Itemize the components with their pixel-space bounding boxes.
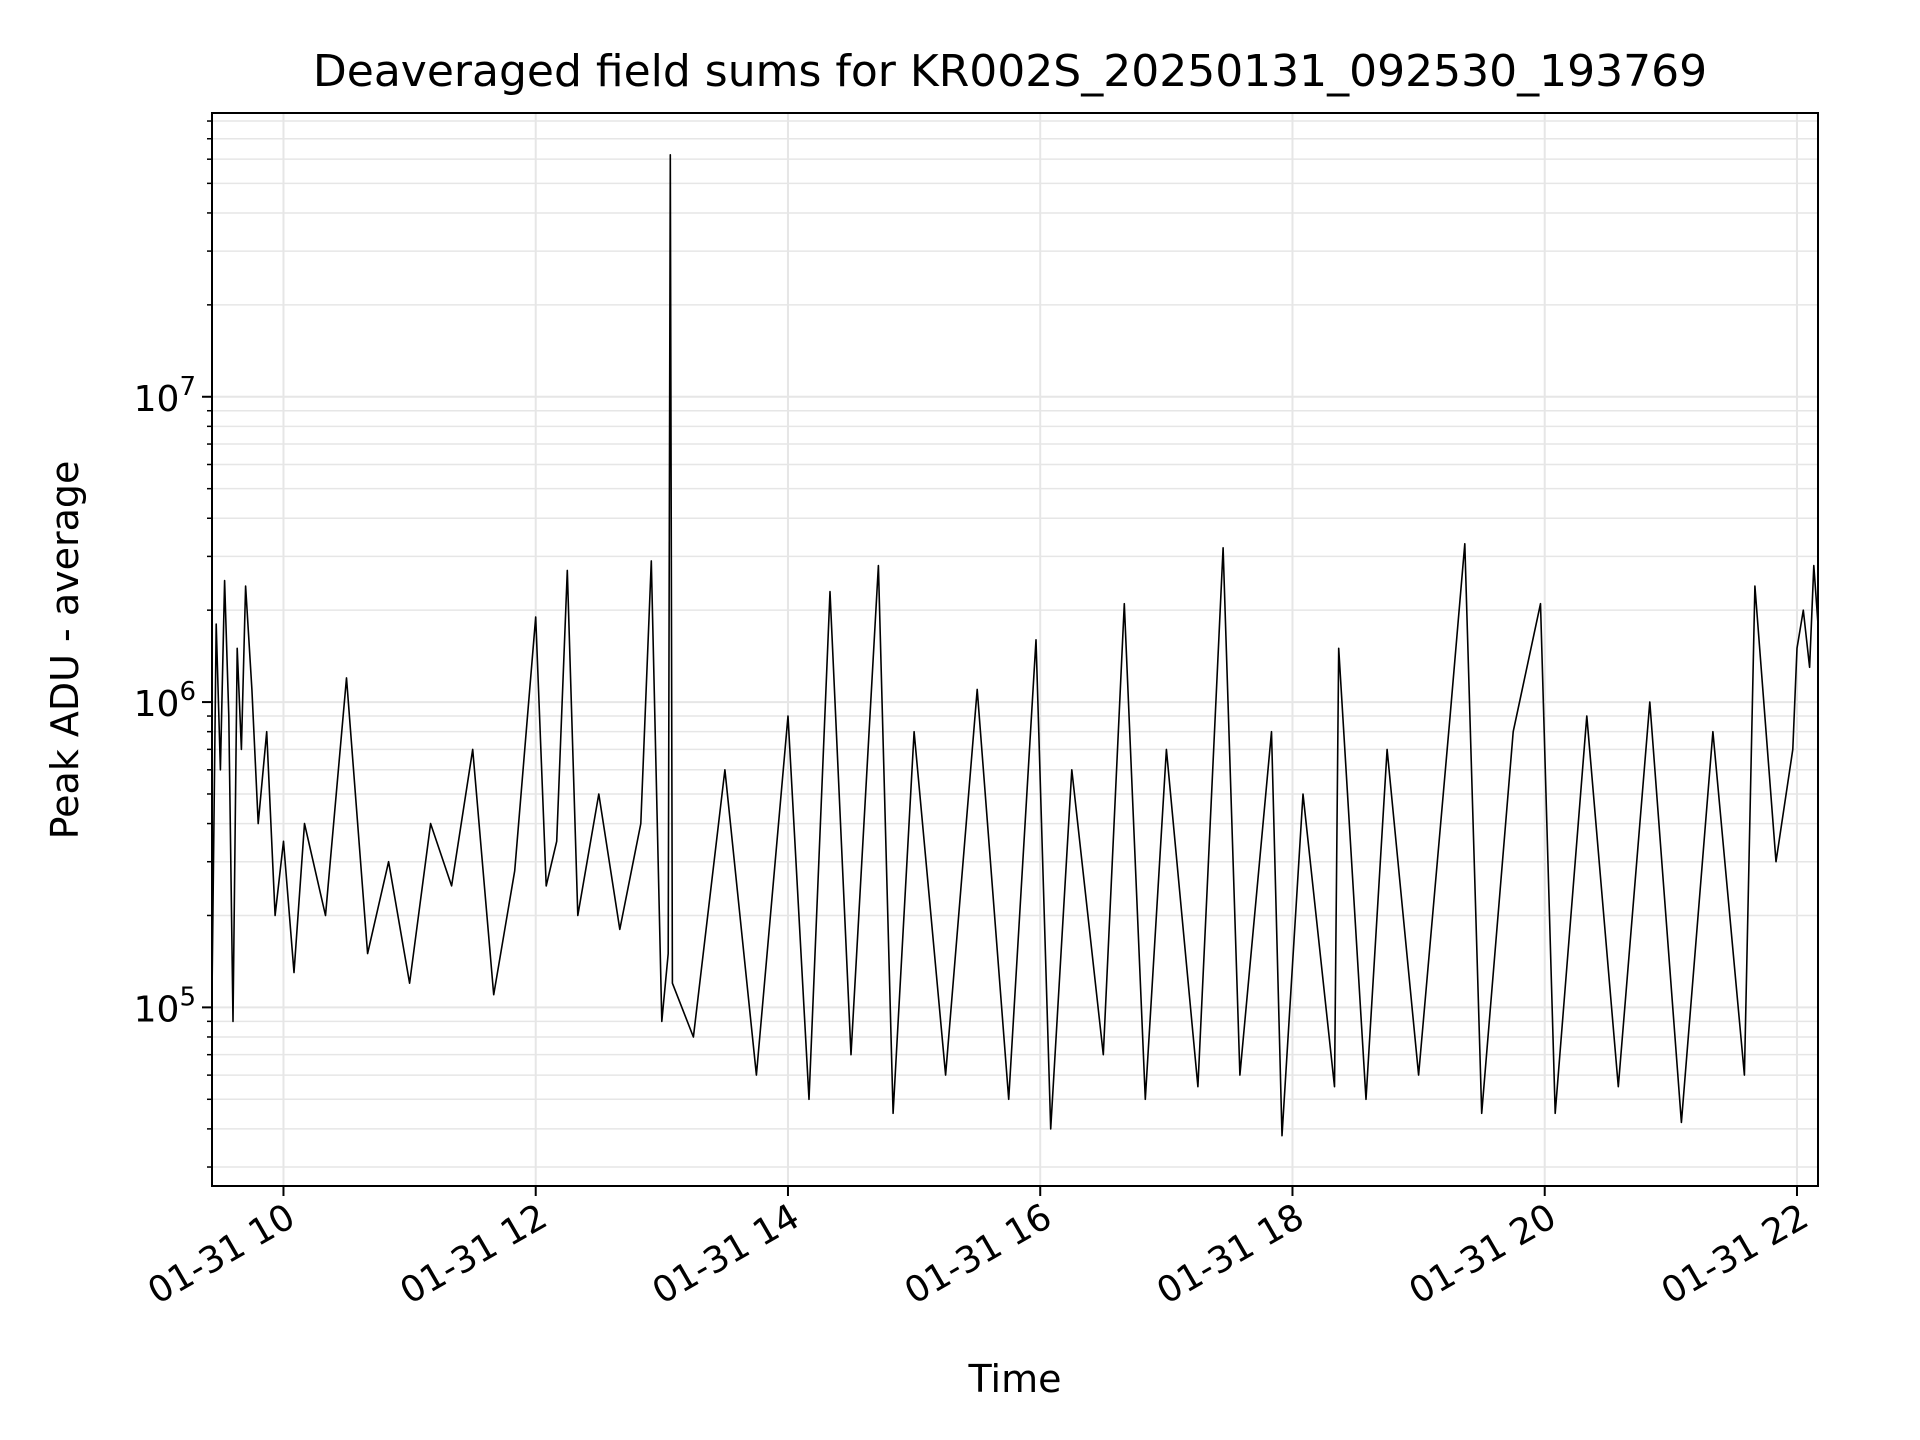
x-tick-label: 01-31 16 — [898, 1196, 1059, 1312]
grid — [212, 113, 1818, 1186]
series-line — [211, 154, 1819, 1137]
plot-frame — [211, 112, 1819, 1187]
y-tick-label: 107 — [134, 372, 196, 420]
x-axis-label: Time — [968, 1357, 1062, 1401]
x-tick-label: 01-31 14 — [646, 1196, 807, 1312]
y-axis: 105 106 107 — [134, 120, 212, 1168]
x-tick-label: 01-31 20 — [1403, 1196, 1564, 1312]
plot-area — [211, 154, 1819, 1137]
x-axis: 01-31 10 01-31 12 01-31 14 01-31 16 01-31 18… — [141, 1186, 1815, 1313]
y-axis-label: Peak ADU - average — [43, 461, 87, 840]
chart-title: Deaveraged field sums for KR002S_2025013… — [313, 46, 1707, 97]
x-tick-label: 01-31 10 — [141, 1196, 302, 1312]
x-tick-label: 01-31 12 — [394, 1196, 555, 1312]
x-tick-label: 01-31 18 — [1150, 1196, 1311, 1312]
y-tick-label: 106 — [134, 677, 196, 725]
y-tick-label: 105 — [134, 982, 196, 1030]
x-tick-label: 01-31 22 — [1655, 1196, 1816, 1312]
